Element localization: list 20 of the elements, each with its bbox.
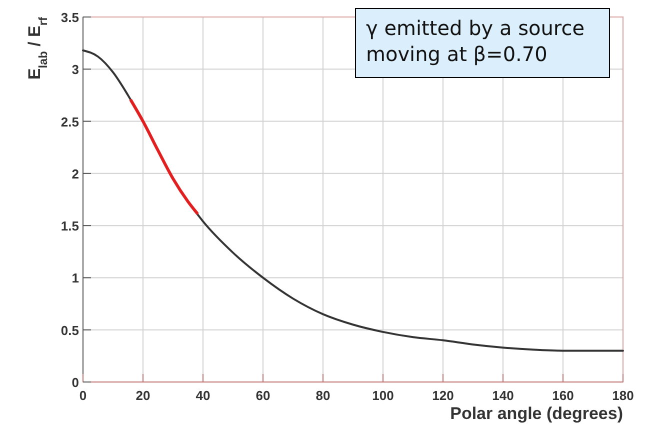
line-series [130,98,198,215]
y-tick-label: 3 [72,62,79,78]
x-tick-label: 20 [136,388,150,403]
x-tick-label: 160 [552,388,574,403]
y-tick-label: 0.5 [60,322,79,338]
x-tick-label: 40 [196,388,210,403]
x-tick-label: 60 [256,388,270,403]
y-tick-label: 3.5 [60,10,79,25]
x-tick-label: 100 [372,388,394,403]
y-tick-label: 2.5 [60,114,79,130]
y-tick-label: 1.5 [60,218,79,234]
y-tick-label: 0 [72,375,79,390]
x-tick-label: 120 [432,388,454,403]
x-tick-label: 140 [492,388,514,403]
y-tick-label: 2 [72,166,79,182]
y-tick-label: 1 [72,270,79,286]
x-tick-label: 80 [316,388,330,403]
annotation: γ emitted by a source moving at β=0.70 [355,8,610,78]
x-tick-label: 180 [612,388,634,403]
x-axis-title: Polar angle (degrees) [450,404,623,423]
